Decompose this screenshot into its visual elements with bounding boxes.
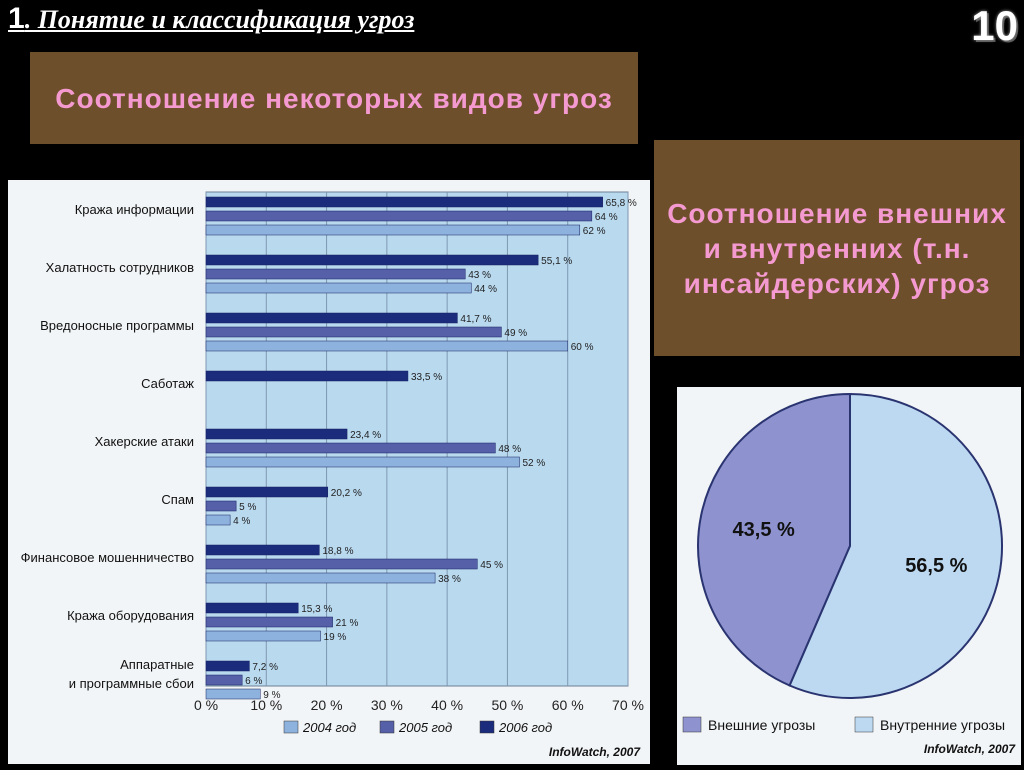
- category-label: и программные сбои: [69, 676, 194, 691]
- x-tick-label: 40 %: [431, 697, 463, 713]
- data-label: 48 %: [498, 444, 521, 455]
- slide-title: 1. Понятие и классификация угроз: [8, 2, 414, 36]
- bar: [205, 268, 466, 280]
- bar: [205, 674, 243, 686]
- legend-label: 2006 год: [498, 720, 552, 735]
- data-label: 60 %: [571, 342, 594, 353]
- bar: [205, 442, 496, 454]
- bar: [205, 312, 458, 324]
- bar-chart-panel: 0 % 10 % 20 % 30 % 40 % 50 % 60 % 70 % 65,8 % 64 …: [8, 180, 650, 764]
- legend-swatch: [379, 720, 395, 734]
- bar-chart: 0 % 10 % 20 % 30 % 40 % 50 % 60 % 70 % 65,8 % 64 …: [21, 191, 644, 759]
- data-label: 33,5 %: [411, 372, 442, 383]
- bar: [205, 196, 603, 208]
- data-label: 64 %: [595, 212, 618, 223]
- category-label: Хакерские атаки: [95, 434, 194, 449]
- bar: [205, 486, 329, 498]
- source-label: InfoWatch, 2007: [549, 745, 641, 759]
- data-label: 21 %: [336, 618, 359, 629]
- bar: [205, 210, 593, 222]
- data-label: 41,7 %: [460, 314, 491, 325]
- x-tick-label: 30 %: [371, 697, 403, 713]
- bar: [205, 282, 472, 294]
- data-label: 43 %: [468, 270, 491, 281]
- bar: [205, 456, 520, 468]
- bar: [205, 500, 237, 512]
- bar: [205, 630, 321, 642]
- category-label: Вредоносные программы: [40, 318, 194, 333]
- bar: [205, 254, 539, 266]
- category-label: Халатность сотрудников: [46, 260, 194, 275]
- data-label: 38 %: [438, 574, 461, 585]
- pie-slice: [788, 392, 1003, 699]
- title-text: . Понятие и классификация угроз: [24, 5, 415, 34]
- category-label: Саботаж: [141, 376, 194, 391]
- page-number: 10: [971, 2, 1018, 49]
- data-label: 4 %: [233, 516, 250, 527]
- pie-chart: 43,5 % 56,5 % Внешние угрозы Внутренние угр…: [682, 392, 1016, 756]
- data-label: 9 %: [263, 690, 280, 701]
- bar: [205, 602, 299, 614]
- data-label: 6 %: [245, 676, 262, 687]
- x-tick-label: 20 %: [311, 697, 343, 713]
- category-label: Финансовое мошенничество: [21, 550, 194, 565]
- data-label: 7,2 %: [252, 662, 278, 673]
- bar: [205, 326, 502, 338]
- data-label: 18,8 %: [322, 546, 353, 557]
- bar: [205, 340, 568, 352]
- bar: [205, 514, 231, 526]
- title-number: 1: [8, 2, 25, 35]
- heading-box-types: Соотношение некоторых видов угроз: [30, 52, 638, 144]
- category-label: Аппаратные: [120, 657, 194, 672]
- bar: [205, 370, 409, 382]
- legend-swatch: [682, 716, 702, 733]
- category-label: Кража информации: [75, 202, 194, 217]
- category-label: Кража оборудования: [67, 608, 194, 623]
- data-label: 23,4 %: [350, 430, 381, 441]
- pie-chart-panel: 43,5 % 56,5 % Внешние угрозы Внутренние угр…: [677, 387, 1021, 765]
- data-label: 49 %: [504, 328, 527, 339]
- bar: [205, 616, 333, 628]
- data-label: 44 %: [474, 284, 497, 295]
- pie-label: 56,5 %: [905, 555, 967, 577]
- legend-label: 2004 год: [302, 720, 356, 735]
- x-tick-label: 60 %: [552, 697, 584, 713]
- data-label: 19 %: [324, 632, 347, 643]
- legend-label: 2005 год: [398, 720, 452, 735]
- data-label: 65,8 %: [606, 198, 637, 209]
- data-label: 62 %: [583, 226, 606, 237]
- x-tick-label: 10 %: [250, 697, 282, 713]
- data-label: 15,3 %: [301, 604, 332, 615]
- legend-swatch: [854, 716, 874, 733]
- data-label: 20,2 %: [331, 488, 362, 499]
- x-tick-label: 0 %: [194, 697, 218, 713]
- data-label: 52 %: [522, 458, 545, 469]
- data-label: 55,1 %: [541, 256, 572, 267]
- source-label: InfoWatch, 2007: [924, 742, 1016, 756]
- bar: [205, 572, 436, 584]
- pie-label: 43,5 %: [733, 519, 795, 541]
- legend-label: Внутренние угрозы: [880, 717, 1005, 733]
- bar: [205, 558, 478, 570]
- legend-label: Внешние угрозы: [708, 717, 815, 733]
- heading-box-internal-external: Соотношение внешних и внутренних (т.н. и…: [654, 140, 1020, 356]
- bar: [205, 544, 320, 556]
- bar: [205, 688, 261, 700]
- legend-swatch: [479, 720, 495, 734]
- bar: [205, 428, 348, 440]
- data-label: 5 %: [239, 502, 256, 513]
- bar: [205, 224, 581, 236]
- data-label: 45 %: [480, 560, 503, 571]
- legend-swatch: [283, 720, 299, 734]
- bar: [205, 660, 250, 672]
- x-tick-label: 50 %: [491, 697, 523, 713]
- x-tick-label: 70 %: [612, 697, 644, 713]
- pie-slice: [697, 392, 851, 687]
- category-label: Спам: [161, 492, 194, 507]
